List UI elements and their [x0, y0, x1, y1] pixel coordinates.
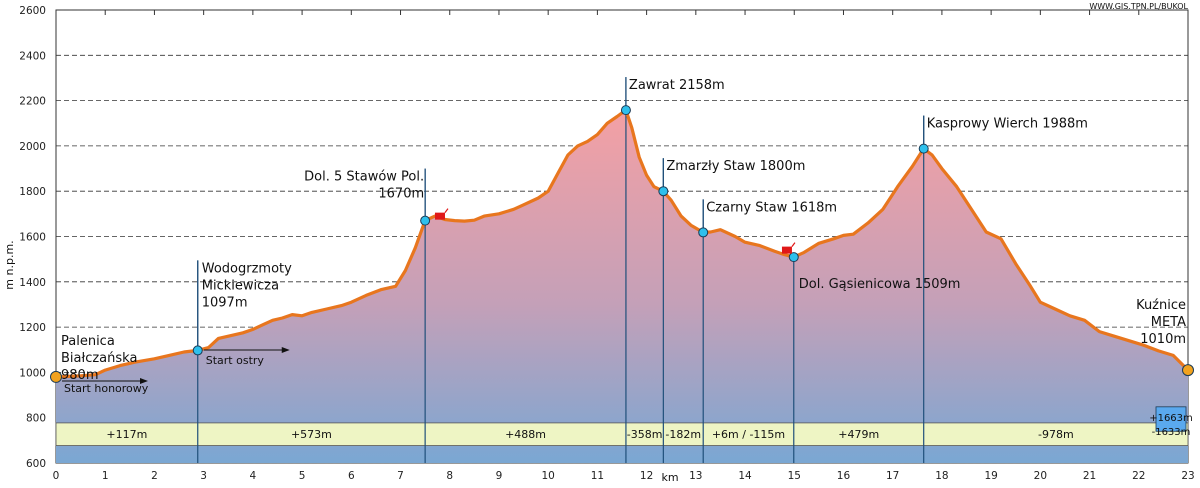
start-arrow-head [140, 378, 148, 384]
x-tick-label: 17 [886, 470, 899, 482]
x-tick-label: 3 [200, 470, 207, 482]
waypoint-label: 1010m [1140, 332, 1186, 347]
start-label: Start honorowy [64, 382, 149, 395]
y-axis-label: m n.p.m. [3, 240, 16, 289]
y-tick-label: 2400 [19, 50, 46, 62]
y-tick-label: 1000 [19, 367, 46, 379]
segment-label: -358m [627, 428, 663, 441]
y-tick-label: 600 [26, 458, 46, 470]
x-tick-label: 14 [738, 470, 752, 482]
waypoint-marker [918, 143, 929, 154]
source-link: WWW.GIS.TPN.PL/BUKOL [1089, 2, 1188, 11]
x-tick-label: 23 [1181, 470, 1194, 482]
y-tick-label: 2000 [19, 141, 46, 153]
segment-label: -182m [665, 428, 701, 441]
x-tick-label: 22 [1132, 470, 1145, 482]
waypoint-label: META [1151, 315, 1186, 330]
totals-label: +1663m [1149, 413, 1193, 424]
y-tick-label: 1200 [19, 322, 46, 334]
segment-label: -978m [1038, 428, 1074, 441]
x-tick-label: 20 [1034, 470, 1047, 482]
waypoint-marker [50, 370, 62, 383]
waypoint-label: Kasprowy Wierch 1988m [927, 117, 1088, 132]
segment-label: +117m [106, 428, 147, 441]
x-tick-label: 11 [591, 470, 604, 482]
profile-area [56, 110, 1188, 463]
waypoint-label: Czarny Staw 1618m [706, 200, 837, 215]
x-tick-label: 16 [837, 470, 851, 482]
x-axis-label: km [661, 471, 678, 484]
waypoint-label: Zawrat 2158m [629, 78, 725, 93]
waypoint-label: Mickiewicza [202, 278, 279, 293]
waypoint-markers [50, 105, 1194, 432]
shelter-icon [781, 246, 792, 254]
y-tick-label: 2600 [19, 5, 46, 17]
waypoint-label: 980m [61, 368, 98, 383]
y-tick-label: 2200 [19, 96, 46, 108]
x-tick-label: 12 [640, 470, 653, 482]
x-tick-label: 4 [250, 470, 257, 482]
elevation-line [55, 108, 1190, 379]
x-tick-label: 5 [299, 470, 306, 482]
segment-label: +488m [505, 428, 546, 441]
waypoint-marker [620, 105, 631, 116]
y-tick-label: 1600 [19, 232, 46, 244]
waypoint-marker [420, 215, 431, 226]
elevation-fill [56, 110, 1188, 463]
totals-label: -1633m [1152, 427, 1191, 438]
waypoint-label: Zmarzły Staw 1800m [666, 159, 805, 174]
x-tick-label: 8 [446, 470, 453, 482]
x-tick-label: 7 [397, 470, 404, 482]
waypoint-label: Dol. Gąsienicowa 1509m [799, 277, 961, 292]
x-tick-label: 19 [984, 470, 997, 482]
segment-label: +6m / -115m [712, 428, 785, 441]
chart-labels: 6008001000120014001600180020002200240026… [19, 5, 1194, 482]
x-tick-label: 15 [788, 470, 801, 482]
start-label: Start ostry [206, 354, 265, 367]
waypoint-marker [658, 186, 669, 197]
x-tick-label: 10 [541, 470, 554, 482]
profile-line [55, 108, 1190, 379]
y-tick-label: 800 [26, 413, 46, 425]
shelter-icon [434, 212, 445, 220]
x-tick-label: 0 [53, 470, 60, 482]
y-tick-label: 1400 [19, 277, 46, 289]
waypoint-label: Palenica [61, 334, 115, 349]
totals-box [1155, 406, 1187, 432]
waypoint-label: Białczańska [61, 351, 137, 366]
x-tick-label: 1 [102, 470, 109, 482]
x-tick-label: 6 [348, 470, 355, 482]
waypoint-marker [192, 345, 203, 356]
waypoint-label: 1670m [378, 187, 424, 202]
start-arrow-head [281, 347, 290, 353]
waypoint-label: 1097m [202, 295, 248, 310]
waypoint-label: Dol. 5 Stawów Pol. [304, 170, 424, 185]
segment-label: +479m [838, 428, 879, 441]
x-tick-label: 18 [935, 470, 948, 482]
x-tick-label: 21 [1083, 470, 1096, 482]
waypoint-marker [698, 227, 709, 238]
y-tick-label: 1800 [19, 186, 46, 198]
waypoint-label: Kuźnice [1136, 298, 1186, 313]
waypoint-marker [788, 252, 799, 263]
shelter-icon-flag [791, 242, 796, 247]
shelter-icon-flag [444, 208, 449, 214]
segment-label: +573m [291, 428, 332, 441]
waypoint-label: Wodogrzmoty [202, 261, 292, 276]
waypoint-marker [1182, 364, 1194, 377]
x-tick-label: 9 [496, 470, 503, 482]
x-tick-label: 2 [151, 470, 158, 482]
x-tick-label: 13 [689, 470, 702, 482]
segment-band: +117m +573m +488m -358m -182m +6m / -115m +479… [55, 422, 1189, 446]
segment-band-bg [55, 422, 1189, 446]
